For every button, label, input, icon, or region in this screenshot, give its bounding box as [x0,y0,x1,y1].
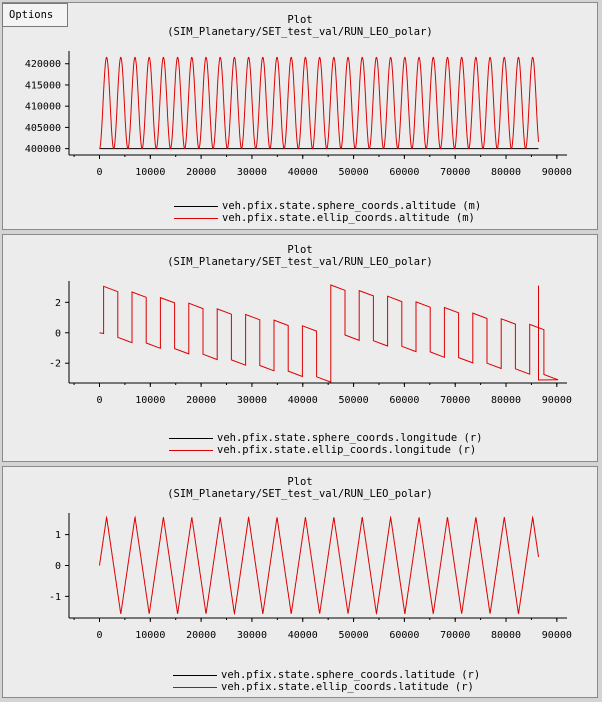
plot-subtitle: (SIM_Planetary/SET_test_val/RUN_LEO_pola… [167,488,433,500]
plot-panel-latitude: Plot (SIM_Planetary/SET_test_val/RUN_LEO… [2,466,598,698]
legend: veh.pfix.state.sphere_coords.latitude (r… [173,669,480,693]
series-line-1 [99,515,539,616]
latitude-chart[interactable]: 0 10000 20000 30000 40000 50000 60000 70000 8000… [3,467,597,697]
x-tick-label: 10000 [135,630,165,641]
x-tick-label: 10000 [135,167,165,178]
legend-entry: veh.pfix.state.sphere_coords.longitude (… [217,432,483,444]
plot-panel-longitude: Plot (SIM_Planetary/SET_test_val/RUN_LEO… [2,234,598,462]
plot-title: Plot [287,476,313,488]
x-tick-label: 0 [96,167,102,178]
options-button[interactable]: Options [2,3,68,27]
x-tick-label: 20000 [186,395,216,406]
legend-entry: veh.pfix.state.ellip_coords.altitude (m) [222,212,475,224]
x-tick-label: 20000 [186,630,216,641]
altitude-chart[interactable]: 0 10000 20000 30000 40000 50000 60000 70000 8000… [3,3,597,229]
y-tick-label: 2 [55,298,61,309]
legend-swatch-sphere [174,205,218,207]
x-tick-label: 90000 [542,630,572,641]
y-tick-label: 410000 [25,102,61,113]
y-tick-label: 415000 [25,80,61,91]
legend-swatch-sphere [173,674,217,676]
y-tick-label: 0 [55,561,61,572]
x-tick-label: 70000 [440,630,470,641]
y-tick-label: 0 [55,328,61,339]
legend-entry: veh.pfix.state.ellip_coords.latitude (r) [221,681,474,693]
x-tick-label: 80000 [491,395,521,406]
x-tick-label: 80000 [491,630,521,641]
x-tick-label: 10000 [135,395,165,406]
x-tick-label: 60000 [389,167,419,178]
x-tick-label: 40000 [288,167,318,178]
series-line-1 [99,56,539,150]
x-tick-label: 60000 [389,630,419,641]
legend-swatch-sphere [169,437,213,439]
y-tick-label: -1 [49,592,61,603]
x-tick-label: 60000 [389,395,419,406]
legend-entry: veh.pfix.state.sphere_coords.altitude (m… [222,200,482,212]
x-tick-label: 50000 [339,167,369,178]
y-tick-label: -2 [49,359,61,370]
x-tick-label: 90000 [542,167,572,178]
y-tick-label: 420000 [25,59,61,70]
plot-subtitle: (SIM_Planetary/SET_test_val/RUN_LEO_pola… [167,256,433,268]
legend-swatch-ellip [173,686,217,688]
plot-title: Plot [287,14,313,26]
longitude-chart[interactable]: 0 10000 20000 30000 40000 50000 60000 70000 8000… [3,235,597,461]
series-line-1 [99,284,559,383]
y-tick-label: 1 [55,530,61,541]
x-tick-label: 90000 [542,395,572,406]
x-tick-label: 80000 [491,167,521,178]
plot-panel-altitude: Plot (SIM_Planetary/SET_test_val/RUN_LEO… [2,2,598,230]
x-tick-label: 0 [96,630,102,641]
x-tick-label: 30000 [237,630,267,641]
x-tick-label: 30000 [237,395,267,406]
x-tick-label: 50000 [339,630,369,641]
legend: veh.pfix.state.sphere_coords.altitude (m… [174,200,481,224]
x-tick-label: 70000 [440,167,470,178]
x-tick-label: 50000 [339,395,369,406]
legend-entry: veh.pfix.state.ellip_coords.longitude (r… [217,444,477,456]
x-tick-label: 40000 [288,630,318,641]
legend: veh.pfix.state.sphere_coords.longitude (… [169,432,483,456]
plot-title: Plot [287,244,313,256]
x-tick-label: 0 [96,395,102,406]
legend-swatch-ellip [174,217,218,219]
x-tick-label: 20000 [186,167,216,178]
legend-entry: veh.pfix.state.sphere_coords.latitude (r… [221,669,481,681]
x-tick-label: 40000 [288,395,318,406]
y-tick-label: 400000 [25,144,61,155]
y-tick-label: 405000 [25,123,61,134]
x-tick-label: 30000 [237,167,267,178]
x-tick-label: 70000 [440,395,470,406]
legend-swatch-ellip [169,449,213,451]
plot-subtitle: (SIM_Planetary/SET_test_val/RUN_LEO_pola… [167,26,433,38]
